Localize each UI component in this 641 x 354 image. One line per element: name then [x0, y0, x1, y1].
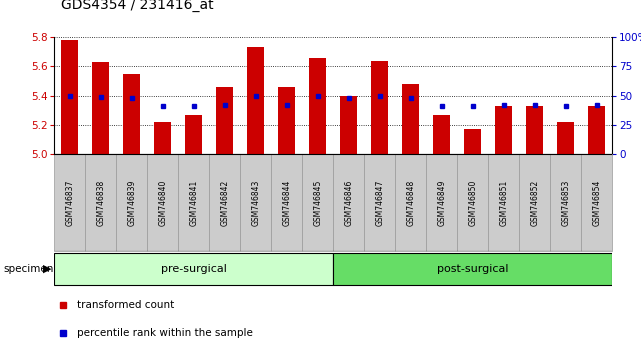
Bar: [495, 106, 512, 154]
Text: GSM746839: GSM746839: [128, 179, 137, 226]
Bar: [340, 96, 357, 154]
Text: GSM746853: GSM746853: [561, 179, 570, 226]
Bar: [433, 115, 450, 154]
Bar: [278, 87, 296, 154]
Bar: [303, 154, 333, 251]
Bar: [464, 129, 481, 154]
Text: GSM746843: GSM746843: [251, 179, 260, 226]
Text: GSM746840: GSM746840: [158, 179, 167, 226]
Bar: [247, 47, 264, 154]
Bar: [62, 40, 78, 154]
Bar: [557, 122, 574, 154]
Bar: [85, 154, 117, 251]
Text: GSM746841: GSM746841: [189, 179, 199, 226]
Bar: [240, 154, 271, 251]
Text: GSM746842: GSM746842: [221, 179, 229, 226]
Bar: [54, 154, 85, 251]
Bar: [124, 74, 140, 154]
Bar: [210, 154, 240, 251]
Bar: [310, 58, 326, 154]
Text: transformed count: transformed count: [77, 299, 174, 310]
Bar: [185, 115, 203, 154]
Bar: [519, 154, 550, 251]
Bar: [333, 154, 364, 251]
Text: percentile rank within the sample: percentile rank within the sample: [77, 327, 253, 338]
Text: GSM746850: GSM746850: [468, 179, 478, 226]
Text: ▶: ▶: [43, 264, 51, 274]
Bar: [92, 62, 110, 154]
Bar: [271, 154, 303, 251]
Bar: [526, 106, 543, 154]
Text: GSM746852: GSM746852: [530, 179, 539, 226]
Text: GSM746846: GSM746846: [344, 179, 353, 226]
Bar: [333, 253, 612, 285]
Bar: [217, 87, 233, 154]
Text: GSM746854: GSM746854: [592, 179, 601, 226]
Bar: [581, 154, 612, 251]
Bar: [588, 106, 605, 154]
Text: GSM746847: GSM746847: [375, 179, 385, 226]
Bar: [371, 61, 388, 154]
Text: specimen: specimen: [3, 264, 54, 274]
Text: GSM746849: GSM746849: [437, 179, 446, 226]
Bar: [403, 84, 419, 154]
Bar: [54, 253, 333, 285]
Text: GSM746845: GSM746845: [313, 179, 322, 226]
Text: GSM746851: GSM746851: [499, 179, 508, 226]
Bar: [178, 154, 210, 251]
Text: GSM746837: GSM746837: [65, 179, 74, 226]
Bar: [154, 122, 171, 154]
Text: GDS4354 / 231416_at: GDS4354 / 231416_at: [61, 0, 213, 12]
Text: post-surgical: post-surgical: [437, 264, 508, 274]
Bar: [550, 154, 581, 251]
Bar: [117, 154, 147, 251]
Bar: [457, 154, 488, 251]
Bar: [364, 154, 395, 251]
Bar: [488, 154, 519, 251]
Text: pre-surgical: pre-surgical: [161, 264, 227, 274]
Bar: [395, 154, 426, 251]
Bar: [426, 154, 457, 251]
Text: GSM746848: GSM746848: [406, 179, 415, 226]
Bar: [147, 154, 178, 251]
Text: GSM746844: GSM746844: [282, 179, 292, 226]
Text: GSM746838: GSM746838: [96, 179, 106, 226]
